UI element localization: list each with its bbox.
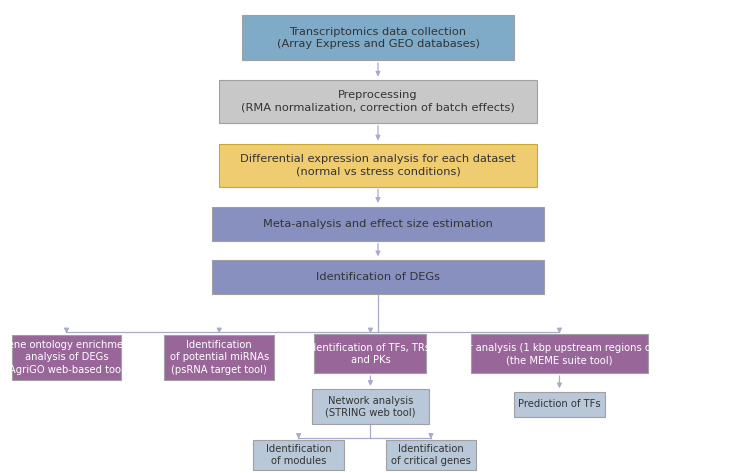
Text: Promoter analysis (1 kbp upstream regions of genes)
(the MEME suite tool): Promoter analysis (1 kbp upstream region…	[427, 342, 692, 365]
FancyBboxPatch shape	[470, 334, 648, 373]
FancyBboxPatch shape	[311, 389, 429, 424]
Text: Identification of TFs, TRs,
and PKs: Identification of TFs, TRs, and PKs	[308, 342, 433, 365]
Text: Identification of DEGs: Identification of DEGs	[316, 272, 440, 282]
FancyBboxPatch shape	[219, 144, 537, 187]
Text: Network analysis
(STRING web tool): Network analysis (STRING web tool)	[325, 395, 416, 418]
FancyBboxPatch shape	[514, 392, 605, 417]
Text: Identification
of critical genes: Identification of critical genes	[391, 444, 471, 466]
FancyBboxPatch shape	[386, 440, 476, 470]
FancyBboxPatch shape	[164, 335, 274, 379]
FancyBboxPatch shape	[212, 260, 544, 294]
Text: Transcriptomics data collection
(Array Express and GEO databases): Transcriptomics data collection (Array E…	[277, 26, 479, 49]
FancyBboxPatch shape	[219, 80, 537, 123]
Text: Identification
of potential miRNAs
(psRNA target tool): Identification of potential miRNAs (psRN…	[169, 340, 269, 375]
FancyBboxPatch shape	[242, 16, 514, 61]
Text: Gene ontology enrichment
analysis of DEGs
(AgriGO web-based tool): Gene ontology enrichment analysis of DEG…	[0, 340, 133, 375]
FancyBboxPatch shape	[314, 334, 426, 373]
FancyBboxPatch shape	[12, 335, 121, 379]
FancyBboxPatch shape	[253, 440, 344, 470]
Text: Identification
of modules: Identification of modules	[266, 444, 331, 466]
Text: Differential expression analysis for each dataset
(normal vs stress conditions): Differential expression analysis for eac…	[240, 154, 516, 177]
Text: Meta-analysis and effect size estimation: Meta-analysis and effect size estimation	[263, 219, 493, 229]
FancyBboxPatch shape	[212, 207, 544, 241]
Text: Prediction of TFs: Prediction of TFs	[518, 399, 601, 410]
Text: Preprocessing
(RMA normalization, correction of batch effects): Preprocessing (RMA normalization, correc…	[241, 90, 515, 113]
